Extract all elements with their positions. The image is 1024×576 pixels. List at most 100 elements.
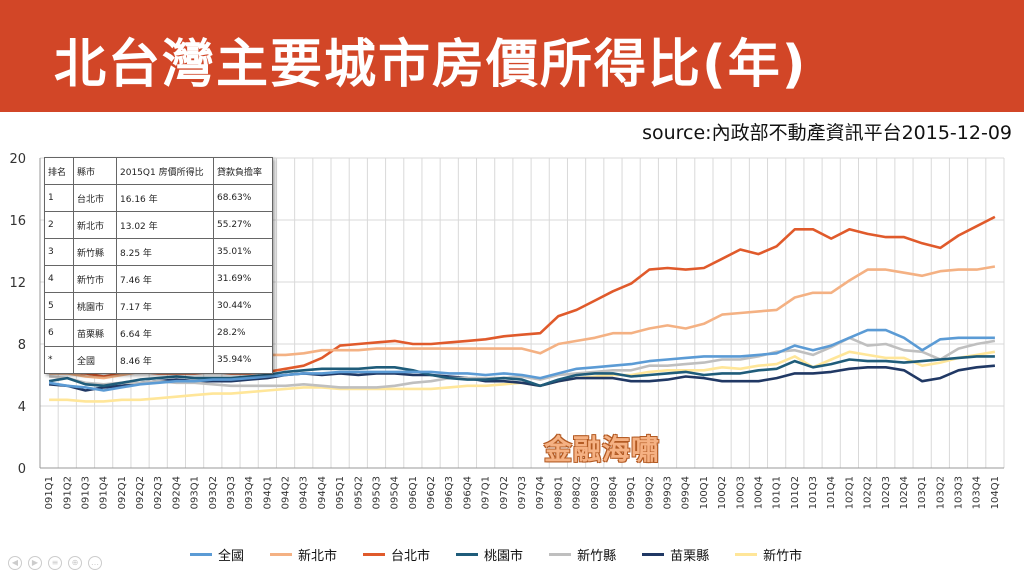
x-tick-label: 097Q1 [481, 476, 492, 509]
x-tick-label: 100Q2 [717, 476, 728, 509]
legend-item: 桃園市 [456, 543, 523, 565]
title-bar: 北台灣主要城市房價所得比(年) [0, 0, 1024, 112]
x-tick-label: 101Q1 [772, 476, 783, 509]
x-tick-label: 097Q2 [499, 476, 510, 509]
x-tick-label: 093Q4 [244, 476, 255, 509]
x-tick-label: 100Q4 [753, 476, 764, 509]
legend-swatch [190, 552, 212, 556]
x-tick-label: 101Q4 [826, 476, 837, 509]
slide-nav-controls: ◀ ▶ ≡ ⊕ … [8, 556, 102, 570]
x-tick-label: 096Q3 [444, 476, 455, 509]
legend-label: 桃園市 [484, 548, 524, 564]
y-tick-label: 0 [18, 462, 26, 477]
table-cell: 新北市 [73, 211, 117, 239]
table-row: 1 台北市 16.16 年 68.63% [44, 184, 273, 212]
legend-swatch [456, 552, 479, 556]
table-cell: 28.2% [213, 319, 273, 347]
legend-item: 新北市 [270, 543, 337, 565]
slide-title: 北台灣主要城市房價所得比(年) [54, 35, 808, 95]
source-note: source:內政部不動產資訊平台2015-12-09 [642, 122, 1012, 144]
table-cell: 13.02 年 [116, 211, 214, 239]
x-tick-label: 102Q1 [844, 476, 855, 509]
x-tick-label: 095Q3 [371, 476, 382, 509]
legend-item: 台北市 [363, 543, 430, 565]
x-tick-label: 096Q4 [462, 476, 473, 509]
menu-icon[interactable]: ≡ [48, 556, 62, 570]
options-icon[interactable]: … [88, 556, 102, 570]
x-tick-label: 092Q2 [135, 476, 146, 509]
table-cell: 6.64 年 [116, 319, 214, 347]
x-tick-label: 095Q1 [335, 476, 346, 509]
table-header-cell: 排名 [44, 157, 74, 185]
legend-swatch [549, 552, 572, 556]
table-row: 4 新竹市 7.46 年 31.69% [44, 265, 273, 293]
x-tick-label: 091Q3 [80, 476, 91, 509]
table-cell: 1 [44, 184, 74, 212]
x-tick-label: 103Q1 [917, 476, 928, 509]
x-tick-label: 094Q2 [281, 476, 292, 509]
x-tick-label: 094Q1 [262, 476, 273, 509]
x-tick-label: 103Q2 [935, 476, 946, 509]
table-cell: 新竹縣 [73, 238, 117, 266]
x-tick-label: 095Q4 [390, 476, 401, 509]
x-tick-label: 092Q3 [153, 476, 164, 509]
table-row: 2 新北市 13.02 年 55.27% [44, 211, 273, 239]
table-cell: 全國 [73, 346, 117, 374]
y-tick-label: 4 [18, 400, 26, 415]
table-cell: 8.25 年 [116, 238, 214, 266]
table-row: 3 新竹縣 8.25 年 35.01% [44, 238, 273, 266]
x-tick-label: 101Q2 [790, 476, 801, 509]
back-icon[interactable]: ◀ [8, 556, 22, 570]
x-tick-label: 099Q2 [644, 476, 655, 509]
x-tick-label: 098Q3 [590, 476, 601, 509]
table-cell: 6 [44, 319, 74, 347]
table-header-cell: 2015Q1 房價所得比 [116, 157, 214, 185]
table-cell: 8.46 年 [116, 346, 214, 374]
table-row: 5 桃園市 7.17 年 30.44% [44, 292, 273, 320]
x-tick-label: 091Q4 [99, 476, 110, 509]
legend-label: 新北市 [298, 548, 338, 564]
x-tick-label: 096Q2 [426, 476, 437, 509]
table-cell: 7.46 年 [116, 265, 214, 293]
legend-item: 全國 [190, 543, 244, 565]
table-row: 6 苗栗縣 6.64 年 28.2% [44, 319, 273, 347]
legend-item: 新竹市 [735, 543, 802, 565]
x-tick-label: 103Q4 [972, 476, 983, 509]
x-tick-label: 091Q1 [44, 476, 55, 509]
x-tick-label: 104Q1 [990, 476, 1001, 509]
x-tick-label: 092Q1 [117, 476, 128, 509]
x-tick-label: 097Q3 [517, 476, 528, 509]
table-cell: 35.01% [213, 238, 273, 266]
table-cell: 68.63% [213, 184, 273, 212]
table-cell: 55.27% [213, 211, 273, 239]
x-tick-label: 094Q4 [317, 476, 328, 509]
zoom-icon[interactable]: ⊕ [68, 556, 82, 570]
y-tick-label: 16 [9, 214, 26, 229]
x-tick-label: 093Q1 [190, 476, 201, 509]
forward-icon[interactable]: ▶ [28, 556, 42, 570]
table-cell: 苗栗縣 [73, 319, 117, 347]
series-line-全國 [48, 328, 995, 392]
legend-item: 新竹縣 [549, 543, 616, 565]
x-tick-label: 093Q3 [226, 476, 237, 509]
legend-item: 苗栗縣 [642, 543, 709, 565]
table-header-cell: 貸款負擔率 [213, 157, 273, 185]
x-tick-label: 098Q2 [572, 476, 583, 509]
table-cell: 5 [44, 292, 74, 320]
legend-swatch [270, 552, 293, 556]
x-tick-label: 100Q3 [735, 476, 746, 509]
table-row: * 全國 8.46 年 35.94% [44, 346, 273, 374]
table-cell: 31.69% [213, 265, 273, 293]
x-tick-label: 099Q1 [626, 476, 637, 509]
x-tick-label: 100Q1 [699, 476, 710, 509]
chart-legend: 全國 新北市 台北市 桃園市 新竹縣 苗栗縣 新竹市 [190, 543, 802, 565]
y-tick-label: 20 [9, 152, 26, 167]
legend-swatch [642, 552, 665, 556]
table-header-cell: 縣市 [73, 157, 117, 185]
table-cell: * [44, 346, 74, 374]
table-cell: 台北市 [73, 184, 117, 212]
x-tick-label: 097Q4 [535, 476, 546, 509]
y-tick-label: 12 [9, 276, 26, 291]
legend-swatch [363, 552, 386, 556]
